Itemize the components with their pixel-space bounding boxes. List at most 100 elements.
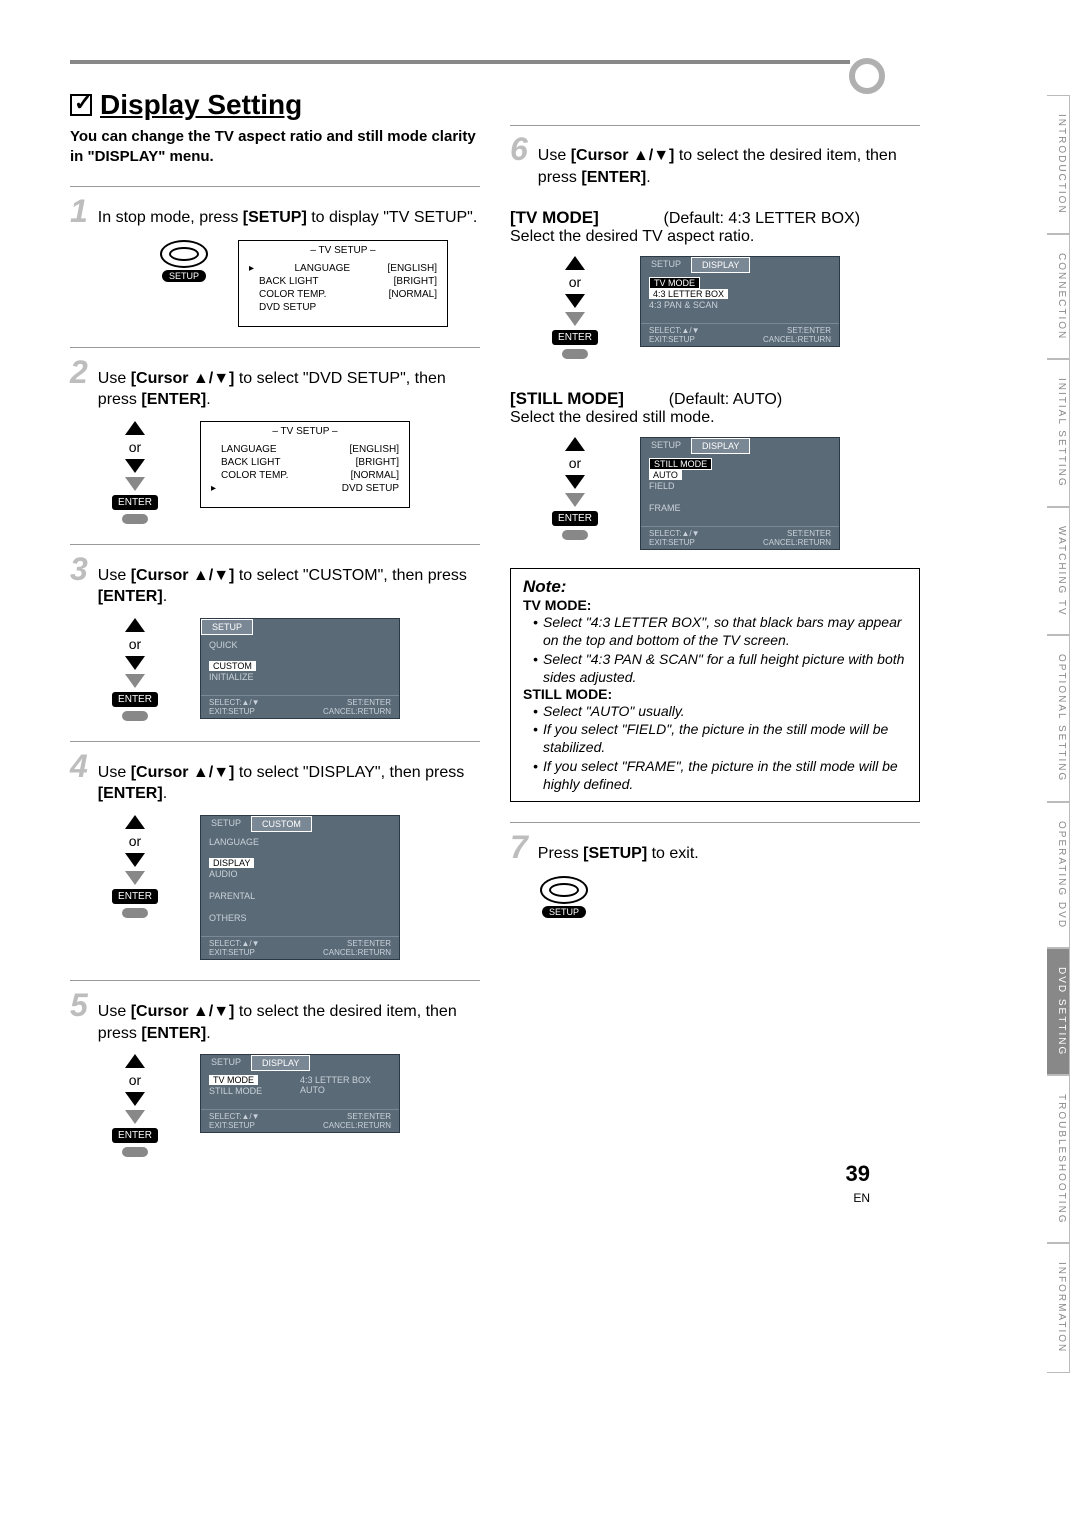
remote-graphic: or ENTER (540, 437, 610, 540)
remote-graphic: or ENTER (100, 1054, 170, 1157)
t: [ENTER] (581, 169, 646, 186)
step-5: 5 Use [Cursor ▲/▼] to select the desired… (70, 980, 480, 1157)
f: SELECT:▲/▼ (649, 529, 700, 538)
l: BACK LIGHT (249, 276, 318, 287)
t: Use (98, 370, 131, 387)
step-text: Use [Cursor ▲/▼] to select "DISPLAY", th… (98, 762, 480, 805)
top-rule (70, 60, 850, 64)
remote-graphic: or ENTER (540, 256, 610, 359)
f: CANCEL:RETURN (323, 707, 391, 716)
step-text: Use [Cursor ▲/▼] to select "CUSTOM", the… (98, 565, 480, 608)
side-tab-active[interactable]: DVD SETTING (1047, 948, 1070, 1075)
f: EXIT:SETUP (649, 538, 695, 547)
t: [Cursor ▲/▼] (571, 147, 675, 164)
step-text: Use [Cursor ▲/▼] to select the desired i… (538, 145, 920, 188)
osd-title: – TV SETUP – (239, 241, 447, 260)
enter-btn: ENTER (112, 495, 158, 510)
tab: DISPLAY (691, 257, 750, 273)
v: [BRIGHT] (356, 457, 399, 468)
page-subtitle: You can change the TV aspect ratio and s… (70, 127, 480, 168)
setup-oval-icon (540, 876, 588, 904)
t: In stop mode, press (98, 209, 243, 226)
item: TV MODE (209, 1075, 258, 1085)
step-number: 6 (510, 131, 528, 168)
f: SELECT:▲/▼ (209, 939, 260, 948)
custom-osd: SETUP CUSTOM LANGUAGE DISPLAY AUDIO PARE… (200, 815, 400, 960)
f: SELECT:▲/▼ (209, 1112, 260, 1121)
up-icon (125, 815, 145, 829)
l: COLOR TEMP. (249, 289, 326, 300)
down-icon (125, 656, 145, 670)
enter-btn: ENTER (112, 1128, 158, 1143)
t: . (206, 1025, 210, 1042)
f: CANCEL:RETURN (763, 538, 831, 547)
stillmode-desc: Select the desired still mode. (510, 409, 920, 427)
t: to select "DISPLAY", then press (234, 764, 464, 781)
item: STILL MODE (209, 1085, 300, 1097)
stillmode-osd: SETUP DISPLAY STILL MODE AUTO FIELD FRAM… (640, 437, 840, 550)
note-title: Note: (523, 577, 907, 597)
item: PARENTAL (209, 890, 391, 902)
f: CANCEL:RETURN (323, 1121, 391, 1130)
note-item: If you select "FRAME", the picture in th… (533, 757, 907, 793)
down-icon (565, 475, 585, 489)
side-tab[interactable]: INTRODUCTION (1047, 95, 1070, 234)
note-stillmode-head: STILL MODE: (523, 686, 612, 702)
step-4: 4 Use [Cursor ▲/▼] to select "DISPLAY", … (70, 741, 480, 960)
side-tab[interactable]: INFORMATION (1047, 1243, 1070, 1372)
side-tab[interactable]: TROUBLESHOOTING (1047, 1075, 1070, 1244)
note-tvmode-head: TV MODE: (523, 597, 591, 613)
t: . (206, 391, 210, 408)
remote-graphic: or ENTER (100, 815, 170, 918)
item: LANGUAGE (209, 836, 391, 848)
step-number: 2 (70, 354, 88, 391)
step-text: In stop mode, press [SETUP] to display "… (98, 207, 478, 229)
stillmode-default: (Default: AUTO) (669, 391, 783, 408)
or-text: or (569, 274, 581, 290)
t: Use (98, 567, 131, 584)
title-text: Display Setting (100, 89, 302, 120)
f: SET:ENTER (787, 529, 831, 538)
t: Press (538, 845, 583, 862)
t: to exit. (647, 845, 699, 862)
t: Use (98, 764, 131, 781)
tab: DISPLAY (691, 438, 750, 454)
up-icon (125, 1054, 145, 1068)
f: SET:ENTER (787, 326, 831, 335)
v: [ENGLISH] (350, 444, 399, 455)
side-tab[interactable]: OPTIONAL SETTING (1047, 635, 1070, 801)
val: 4:3 LETTER BOX (300, 1075, 391, 1085)
f: EXIT:SETUP (209, 707, 255, 716)
tab: SETUP (641, 438, 691, 454)
osd-title: – TV SETUP – (201, 422, 409, 441)
flat-btn-icon (122, 514, 148, 524)
item: DISPLAY (209, 858, 254, 868)
right-column: 6 Use [Cursor ▲/▼] to select the desired… (510, 89, 920, 1177)
side-tab[interactable]: WATCHING TV (1047, 507, 1070, 636)
osd-footer: SELECT:▲/▼EXIT:SETUP SET:ENTERCANCEL:RET… (201, 695, 399, 718)
flat-btn-icon (122, 908, 148, 918)
down-icon (125, 459, 145, 473)
f: SET:ENTER (347, 698, 391, 707)
side-tab[interactable]: INITIAL SETTING (1047, 359, 1070, 507)
step-6: 6 Use [Cursor ▲/▼] to select the desired… (510, 119, 920, 802)
t: [Cursor ▲/▼] (131, 764, 235, 781)
down-icon (125, 477, 145, 491)
l: COLOR TEMP. (211, 470, 288, 481)
step-1: 1 In stop mode, press [SETUP] to display… (70, 186, 480, 327)
enter-btn: ENTER (112, 692, 158, 707)
side-tab[interactable]: OPERATING DVD (1047, 802, 1070, 948)
t: [SETUP] (583, 845, 647, 862)
t: [Cursor ▲/▼] (131, 567, 235, 584)
item: QUICK (209, 639, 391, 651)
t: . (163, 785, 167, 802)
tv-setup-osd: – TV SETUP – LANGUAGE[ENGLISH] BACK LIGH… (238, 240, 448, 327)
step-text: Press [SETUP] to exit. (538, 843, 699, 865)
osd-footer: SELECT:▲/▼EXIT:SETUP SET:ENTERCANCEL:RET… (641, 526, 839, 549)
note-item: Select "4:3 LETTER BOX", so that black b… (533, 613, 907, 649)
item: FRAME (649, 502, 831, 514)
note-item: Select "AUTO" usually. (533, 702, 907, 720)
display-osd: SETUP DISPLAY TV MODE STILL MODE 4:3 LET… (200, 1054, 400, 1133)
item: CUSTOM (209, 661, 256, 671)
side-tab[interactable]: CONNECTION (1047, 234, 1070, 359)
